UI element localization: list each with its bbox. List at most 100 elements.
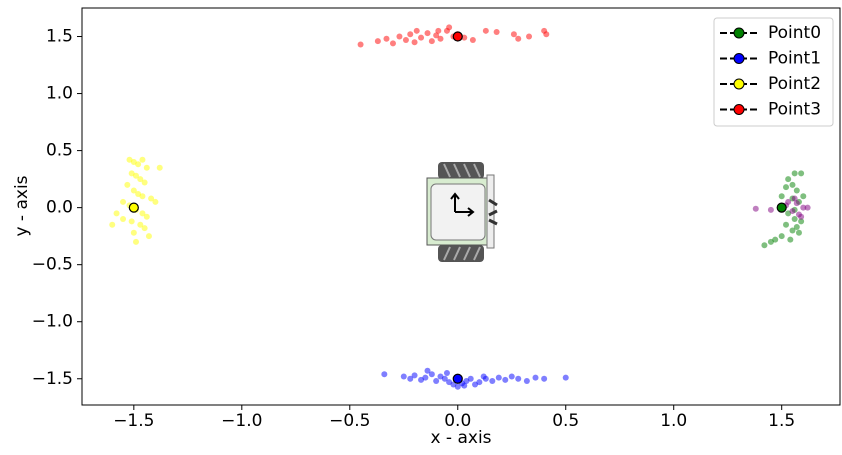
scatter-point	[515, 375, 522, 382]
scatter-point	[783, 184, 790, 191]
scatter-point	[413, 27, 420, 34]
y-tick-label: 1.5	[46, 27, 73, 47]
scatter-point	[761, 242, 768, 249]
scatter-point	[139, 210, 146, 217]
scatter-point	[113, 210, 120, 217]
scatter-point	[411, 372, 418, 379]
scatter-point	[793, 187, 800, 194]
scatter-point	[124, 181, 131, 188]
scatter-point	[798, 218, 805, 225]
x-axis-label: x - axis	[430, 428, 491, 448]
y-axis-label: y - axis	[12, 175, 32, 236]
y-tick-label: −1.0	[32, 312, 73, 332]
scatter-point	[357, 41, 364, 48]
y-tick-label: 0.0	[46, 198, 73, 218]
scatter-point	[489, 378, 496, 385]
scatter-point	[152, 198, 159, 205]
scatter-point	[396, 33, 403, 40]
robot	[426, 162, 498, 262]
y-tick-label: 0.5	[46, 141, 73, 161]
legend-box	[713, 17, 834, 127]
x-tick-label: 0.0	[444, 411, 471, 431]
scatter-point	[132, 238, 139, 245]
scatter-point	[800, 193, 807, 200]
scatter-point	[128, 218, 135, 225]
scatter-point	[800, 204, 807, 211]
scatter-point	[778, 193, 785, 200]
scatter-point	[772, 236, 779, 243]
scatter-point	[785, 176, 792, 183]
scatter-point	[789, 181, 796, 188]
scatter-point	[109, 221, 116, 228]
scatter-point	[793, 224, 800, 231]
legend-label: Point3	[768, 100, 821, 120]
scatter-point	[791, 170, 798, 177]
scatter-point	[424, 367, 431, 374]
scatter-point	[130, 187, 137, 194]
scatter-point	[476, 379, 483, 386]
scatter-point	[424, 30, 431, 37]
legend-marker	[733, 104, 745, 115]
scatter-point	[130, 229, 137, 236]
scatter-point	[752, 205, 759, 212]
legend-label: Point1	[768, 49, 821, 69]
scatter-point	[443, 370, 450, 377]
scatter-point	[433, 32, 440, 39]
scatter-point	[428, 371, 435, 378]
scatter-point	[148, 195, 155, 202]
scatter-point	[437, 35, 444, 42]
scatter-point	[467, 375, 474, 382]
scatter-point	[526, 33, 533, 40]
scatter-point	[441, 375, 448, 382]
scatter-point	[523, 378, 530, 385]
scatter-point	[778, 233, 785, 240]
scatter-point	[804, 204, 811, 211]
center-marker	[452, 373, 463, 384]
y-tick-label: −1.5	[32, 369, 73, 389]
scatter-point	[400, 373, 407, 380]
legend-marker	[733, 78, 745, 90]
scatter-point	[798, 213, 805, 220]
scatter-point	[418, 34, 425, 41]
scatter-point	[469, 36, 476, 43]
scatter-point	[428, 38, 435, 45]
scatter-point	[141, 179, 148, 186]
scatter-point	[120, 216, 127, 223]
scatter-point	[156, 164, 163, 171]
scatter-point	[137, 221, 144, 228]
scatter-point	[139, 193, 146, 200]
scatter-point	[495, 374, 502, 381]
y-tick-label: 1.0	[46, 84, 73, 104]
scatter-point	[407, 375, 414, 382]
scatter-point	[145, 233, 152, 240]
scatter-point	[767, 206, 774, 213]
scatter-point	[508, 373, 515, 380]
scatter-point	[120, 198, 127, 205]
center-marker	[776, 202, 787, 213]
scatter-point	[543, 31, 550, 38]
scatter-point	[433, 378, 440, 385]
scatter-point	[381, 371, 388, 378]
scatter-point	[461, 382, 468, 389]
scatter-point	[510, 31, 517, 38]
center-marker	[452, 31, 463, 42]
scatter-point	[493, 28, 500, 35]
scatter-point	[515, 35, 522, 42]
scatter-point	[374, 38, 381, 45]
x-tick-label: −1.0	[221, 411, 262, 431]
scatter-point	[137, 176, 144, 183]
scatter-point	[798, 170, 805, 177]
scatter-point	[141, 225, 148, 232]
legend-marker	[733, 27, 745, 39]
x-tick-label: −1.5	[113, 411, 154, 431]
scatter-point	[541, 375, 548, 382]
scatter-point	[411, 39, 418, 46]
legend-label: Point0	[768, 23, 821, 43]
scatter-point	[787, 236, 794, 243]
scatter-point	[482, 27, 489, 34]
scatter-point	[402, 36, 409, 43]
scatter-point	[502, 376, 509, 383]
scatter-point	[793, 200, 800, 207]
scatter-point	[422, 374, 429, 381]
